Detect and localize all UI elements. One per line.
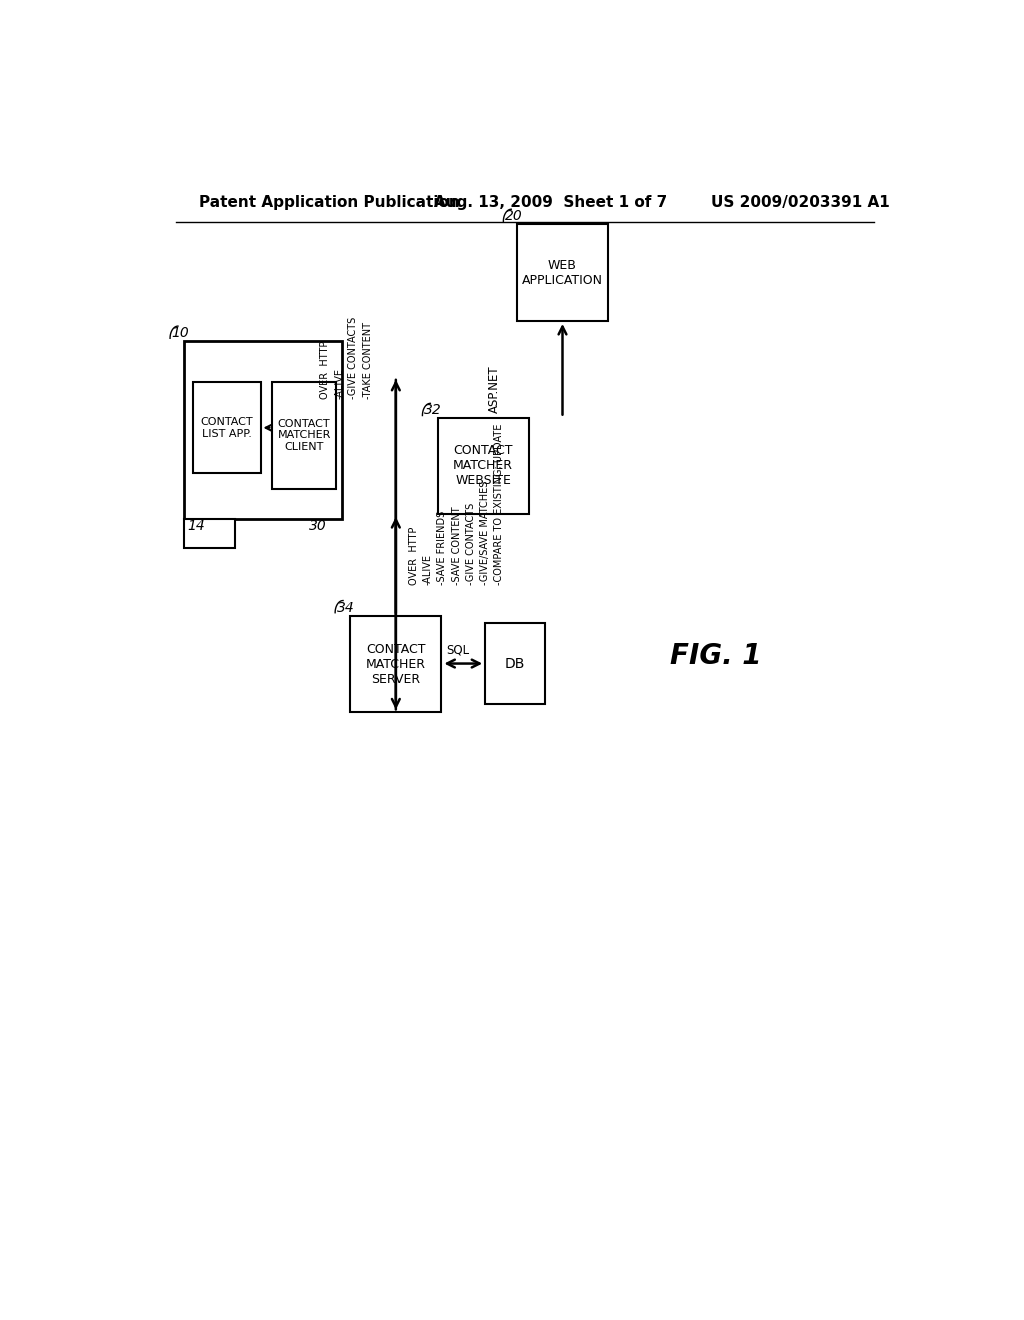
Bar bbox=[272, 381, 336, 488]
Text: -ALIVE: -ALIVE bbox=[423, 554, 433, 585]
Text: WEB
APPLICATION: WEB APPLICATION bbox=[522, 259, 603, 286]
Text: CONTACT
LIST APP.: CONTACT LIST APP. bbox=[201, 417, 253, 438]
Text: FIG. 1: FIG. 1 bbox=[670, 643, 761, 671]
Text: -COMPARE TO EXISTING; UPDATE: -COMPARE TO EXISTING; UPDATE bbox=[495, 424, 505, 585]
Text: US 2009/0203391 A1: US 2009/0203391 A1 bbox=[712, 194, 890, 210]
Text: CONTACT
MATCHER
SERVER: CONTACT MATCHER SERVER bbox=[366, 643, 426, 685]
Text: ASP.NET: ASP.NET bbox=[488, 366, 501, 413]
Bar bbox=[194, 381, 260, 474]
Text: 30: 30 bbox=[309, 519, 327, 533]
Text: -GIVE CONTACTS: -GIVE CONTACTS bbox=[348, 317, 358, 399]
Text: 10: 10 bbox=[172, 326, 189, 341]
Text: -ALIVE: -ALIVE bbox=[334, 368, 344, 399]
Text: SQL: SQL bbox=[445, 643, 469, 656]
Bar bbox=[437, 417, 528, 515]
Text: Aug. 13, 2009  Sheet 1 of 7: Aug. 13, 2009 Sheet 1 of 7 bbox=[433, 194, 667, 210]
Text: -SAVE FRIENDS: -SAVE FRIENDS bbox=[437, 511, 447, 585]
Text: OVER  HTTP: OVER HTTP bbox=[409, 527, 419, 585]
Text: CONTACT
MATCHER
WEBSITE: CONTACT MATCHER WEBSITE bbox=[454, 445, 513, 487]
Bar bbox=[517, 224, 608, 321]
Text: -GIVE/SAVE MATCHES: -GIVE/SAVE MATCHES bbox=[480, 480, 490, 585]
Text: 20: 20 bbox=[505, 210, 522, 223]
Text: 14: 14 bbox=[187, 519, 205, 533]
Bar bbox=[183, 342, 342, 519]
Text: -TAKE CONTENT: -TAKE CONTENT bbox=[362, 322, 373, 399]
Text: 32: 32 bbox=[424, 404, 441, 417]
Bar bbox=[485, 623, 545, 704]
Text: Patent Application Publication: Patent Application Publication bbox=[200, 194, 460, 210]
Text: OVER  HTTP: OVER HTTP bbox=[319, 341, 330, 399]
Text: -GIVE CONTACTS: -GIVE CONTACTS bbox=[466, 503, 476, 585]
Text: -SAVE CONTENT: -SAVE CONTENT bbox=[452, 507, 462, 585]
Text: DB: DB bbox=[505, 656, 525, 671]
Text: CONTACT
MATCHER
CLIENT: CONTACT MATCHER CLIENT bbox=[278, 418, 331, 451]
Bar bbox=[183, 519, 236, 548]
Bar bbox=[350, 615, 441, 713]
Text: 34: 34 bbox=[337, 601, 354, 615]
